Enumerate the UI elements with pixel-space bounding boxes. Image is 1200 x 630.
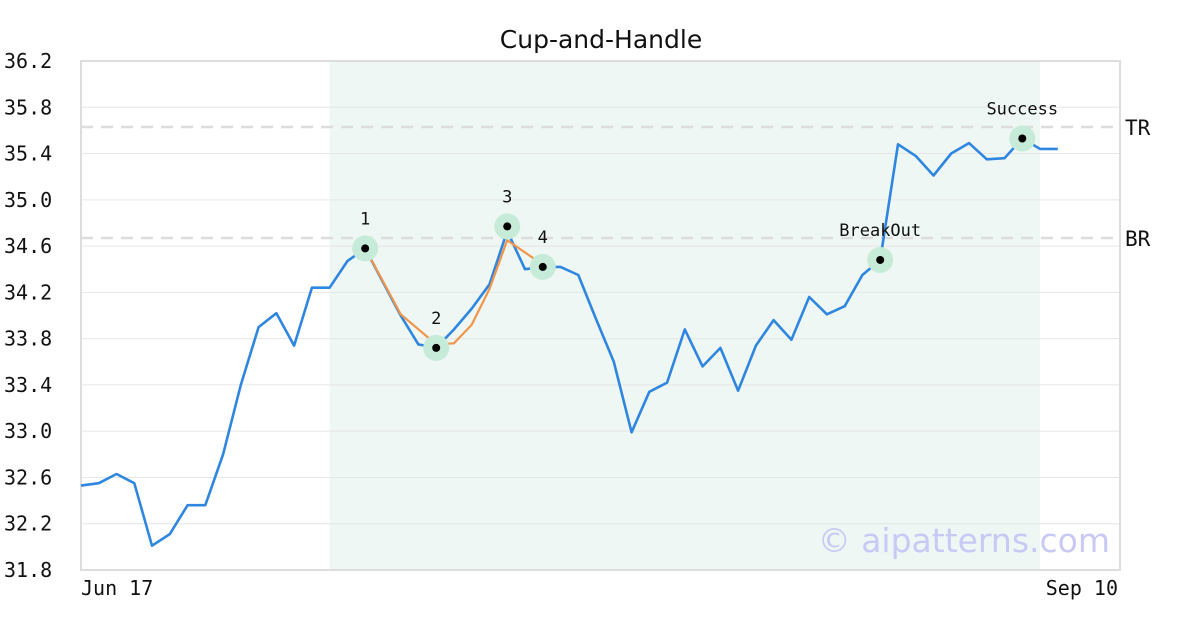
plot-frame [80, 60, 1121, 571]
highlight-region [329, 61, 1041, 570]
pivot-dot-2 [432, 343, 441, 352]
pivot-label-3: 3 [502, 187, 512, 207]
y-tick-label: 35.0 [4, 188, 52, 212]
y-tick-label: 33.0 [4, 419, 52, 443]
y-tick-label: 31.8 [4, 558, 52, 582]
pivot-label-1: 1 [360, 209, 370, 229]
watermark: © aipatterns.com [818, 521, 1110, 560]
y-tick-label: 35.8 [4, 95, 52, 119]
y-tick-label: 33.4 [4, 373, 52, 397]
pattern-overlay-line [364, 239, 544, 346]
reference-label-br: BR [1125, 227, 1151, 251]
pivot-markers: 1 2 3 4 BreakOut Success [352, 100, 1058, 361]
y-tick-label: 34.2 [4, 280, 52, 304]
pivot-dot-3 [503, 222, 512, 231]
y-tick-label: 32.2 [4, 512, 52, 536]
pivot-dot-success [1018, 134, 1027, 143]
y-tick-label: 33.8 [4, 327, 52, 351]
reference-label-tr: TR [1125, 116, 1151, 140]
x-tick-label-start: Jun 17 [81, 576, 153, 600]
pivot-label-success: Success [986, 100, 1058, 120]
pivot-label-breakout: BreakOut [839, 221, 921, 241]
y-tick-label: 36.2 [4, 49, 52, 73]
pivot-dot-breakout [876, 255, 885, 264]
y-tick-label: 34.6 [4, 234, 52, 258]
grid [81, 60, 1120, 571]
pivot-dot-1 [361, 244, 370, 253]
y-axis: 36.2 35.8 35.4 35.0 34.6 34.2 33.8 33.4 33.0 32.6… [4, 49, 52, 582]
chart-title: Cup-and-Handle [500, 25, 702, 54]
reference-lines: TR BR [81, 116, 1151, 251]
pivot-dot-4 [538, 262, 547, 271]
pivot-label-4: 4 [538, 228, 548, 248]
y-tick-label: 35.4 [4, 142, 52, 166]
pivot-label-2: 2 [431, 309, 441, 329]
y-tick-label: 32.6 [4, 465, 52, 489]
price-series-line [80, 137, 1058, 547]
x-tick-label-end: Sep 10 [1046, 576, 1118, 600]
